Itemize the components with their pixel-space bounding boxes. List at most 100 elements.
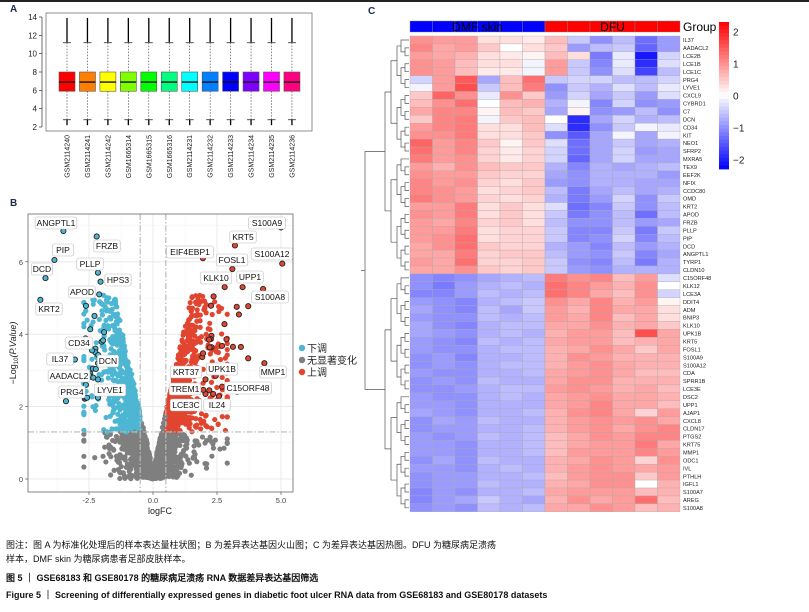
heatmap-cell [567, 170, 591, 179]
heatmap-cell [657, 289, 681, 298]
heatmap-cell [544, 59, 568, 68]
heatmap-cell [477, 353, 501, 362]
heatmap-cell [589, 281, 613, 290]
heatmap-cell [522, 83, 546, 92]
gene-label: KIT [683, 133, 692, 139]
heatmap-cell [432, 202, 456, 211]
box-GSM2114242 [99, 17, 117, 126]
color-scale-tick-label: 1 [733, 60, 739, 71]
box-GSM2114234 [242, 17, 260, 126]
dendrogram-branch [400, 99, 405, 116]
data-point [142, 444, 148, 450]
gene-label-text: C15ORF48 [227, 383, 270, 393]
heatmap-cell [432, 242, 456, 251]
data-point [127, 419, 133, 425]
heatmap-row-apod [409, 210, 681, 219]
heatmap-cell [634, 170, 658, 179]
data-point [166, 417, 172, 423]
significant-point [87, 326, 94, 333]
dendrogram-branch [404, 364, 409, 374]
heatmap-cell [454, 416, 478, 425]
heatmap-cell [634, 313, 658, 322]
heatmap-cell [657, 345, 681, 354]
heatmap-cell [634, 448, 658, 457]
heatmap-row-c15orf48 [409, 273, 681, 283]
gene-label-text: IL24 [209, 400, 226, 410]
data-point [126, 374, 132, 381]
dendrogram-branch [384, 91, 391, 212]
panel-label-c: C [368, 6, 375, 17]
heatmap-cell [522, 281, 546, 290]
sample-label: GSM1665316 [167, 135, 174, 178]
data-point [115, 411, 121, 417]
color-scale-step [719, 102, 729, 107]
heatmap-cell [454, 487, 478, 497]
data-point [189, 342, 195, 348]
data-point [110, 333, 116, 340]
heatmap-cell [454, 503, 478, 512]
heatmap-cell [589, 471, 613, 481]
heatmap-cell [634, 154, 658, 164]
heatmap-cell [409, 210, 433, 219]
significant-point [199, 350, 207, 357]
heatmap-cell [432, 337, 456, 346]
dendrogram-branch [404, 380, 409, 390]
heatmap-cell [544, 503, 568, 512]
data-point [212, 299, 218, 305]
heatmap-row-pthlh [409, 471, 681, 481]
heatmap-cell [567, 448, 591, 457]
heatmap-cell [454, 440, 478, 449]
heatmap-cell [499, 226, 523, 235]
dendrogram-branch [390, 417, 397, 481]
gene-label-krt5: KRT5 [229, 230, 257, 244]
gene-label: LCE1C [683, 70, 701, 76]
data-point [114, 418, 121, 424]
heatmap-cell [477, 154, 501, 164]
heatmap-cell [612, 91, 636, 100]
gene-label: IVL [683, 466, 691, 472]
heatmap-cell [432, 273, 456, 283]
heatmap-cell [589, 202, 613, 211]
heatmap-cell [409, 75, 433, 84]
heatmap-cell [657, 400, 681, 409]
data-point [132, 400, 138, 406]
heatmap-cell [477, 178, 501, 187]
data-point [185, 333, 191, 339]
data-point [182, 468, 188, 474]
data-point [122, 347, 128, 353]
significant-point [229, 343, 236, 350]
data-point [199, 434, 206, 440]
heatmap-cell [432, 432, 456, 441]
data-point [115, 373, 121, 379]
dendrogram-branch [400, 368, 405, 386]
heatmap-cell [432, 59, 456, 68]
heatmap-cell [567, 138, 591, 148]
gene-label: LCE3E [683, 387, 701, 393]
data-point [120, 412, 126, 418]
heatmap-cell [477, 440, 501, 449]
color-scale-tick-label: −2 [733, 155, 745, 166]
heatmap-cell [634, 194, 658, 203]
heatmap-cell [432, 345, 456, 354]
color-scale-step [719, 135, 729, 140]
gene-label-text: HPS3 [107, 275, 129, 285]
color-scale-step [719, 121, 729, 126]
heatmap-cell [657, 471, 681, 481]
data-point [81, 356, 87, 362]
heatmap-cell [634, 265, 658, 275]
data-point [177, 462, 183, 468]
heatmap-cell [499, 257, 523, 267]
heatmap-cell [454, 99, 478, 108]
gene-label-s100a12: S100A12 [250, 247, 294, 261]
heatmap-cell [499, 35, 523, 45]
group-annotation-cell [522, 20, 546, 33]
heatmap-cell [612, 464, 636, 473]
data-point [205, 326, 211, 332]
heatmap-cell [589, 456, 613, 465]
dendrogram-branch [404, 261, 409, 271]
heatmap-cell [634, 178, 658, 187]
heatmap-cell [454, 242, 478, 251]
heatmap-cell [522, 440, 546, 449]
y-tick-label: 6 [33, 86, 38, 95]
heatmap-cell [657, 170, 681, 179]
